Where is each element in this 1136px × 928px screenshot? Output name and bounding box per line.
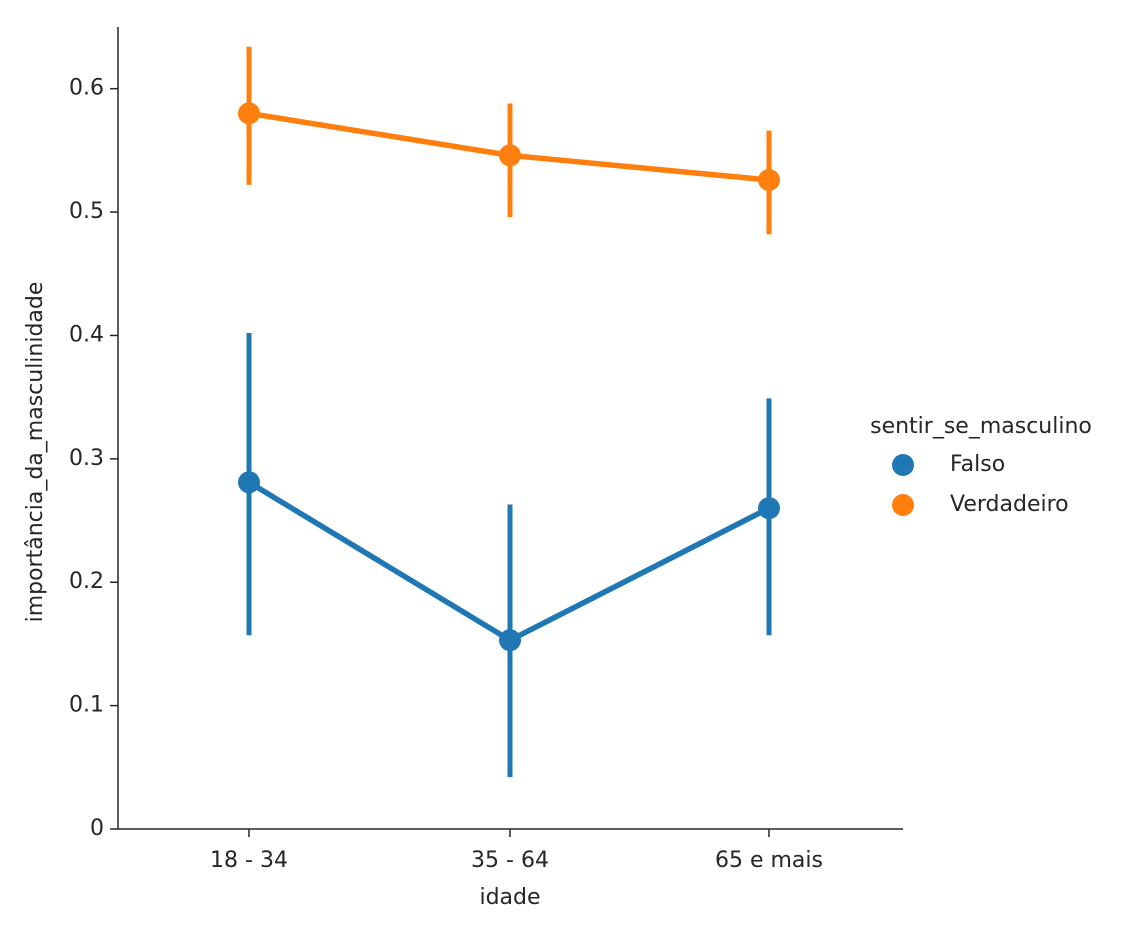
y-axis-label: importância_da_masculinidade bbox=[23, 282, 48, 623]
point bbox=[758, 168, 780, 191]
legend-title: sentir_se_masculino bbox=[870, 414, 1092, 439]
legend-marker bbox=[892, 494, 914, 516]
point bbox=[238, 471, 260, 494]
legend-label: Falso bbox=[950, 452, 1005, 477]
point bbox=[499, 144, 521, 167]
x-axis-label: idade bbox=[479, 885, 540, 910]
y-tick-label: 0.4 bbox=[69, 322, 104, 347]
y-tick-label: 0.6 bbox=[69, 76, 104, 101]
y-tick-label: 0 bbox=[90, 816, 104, 841]
y-tick-label: 0.2 bbox=[69, 569, 104, 594]
x-tick-label: 65 e mais bbox=[715, 848, 823, 873]
point bbox=[758, 497, 780, 520]
y-tick-label: 0.1 bbox=[69, 693, 104, 718]
y-tick-label: 0.5 bbox=[69, 199, 104, 224]
legend-marker bbox=[892, 454, 914, 476]
point bbox=[499, 629, 521, 652]
x-tick-label: 18 - 34 bbox=[210, 848, 288, 873]
point bbox=[238, 102, 260, 125]
legend-label: Verdadeiro bbox=[950, 492, 1069, 517]
y-tick-label: 0.3 bbox=[69, 446, 104, 471]
x-tick-label: 35 - 64 bbox=[471, 848, 549, 873]
